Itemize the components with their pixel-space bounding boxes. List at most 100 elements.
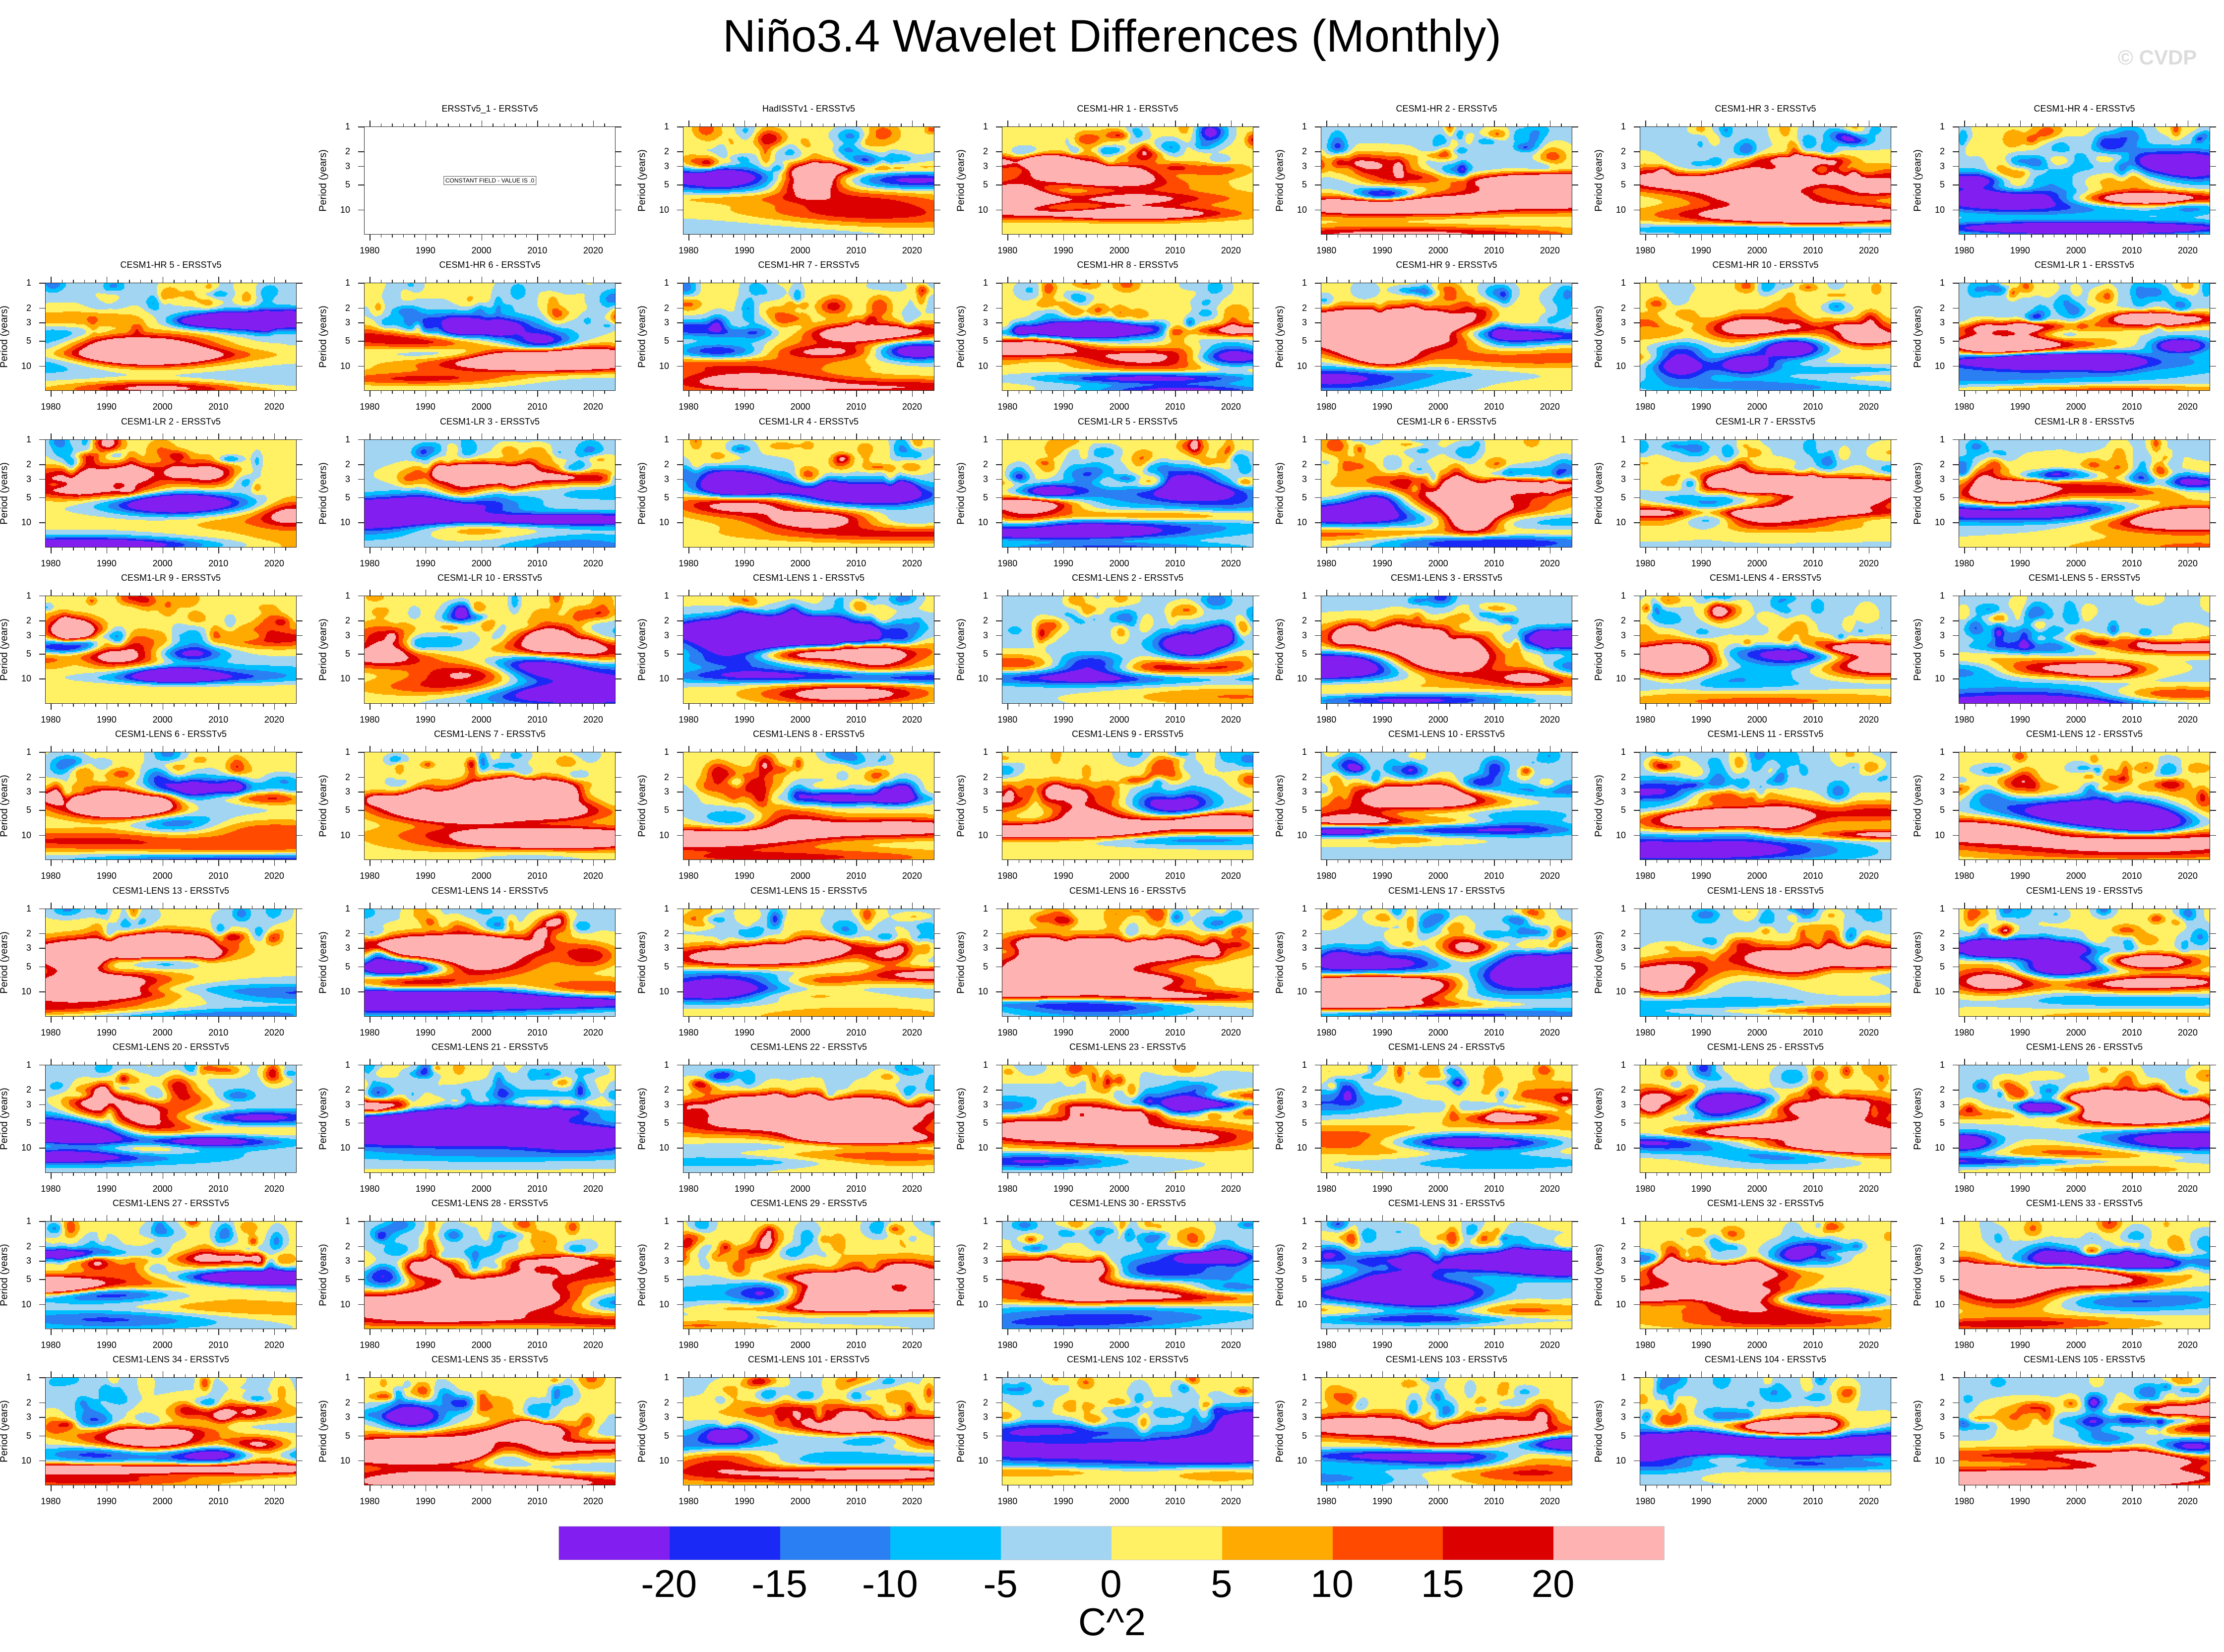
y-tick-label: 1 — [1620, 278, 1626, 288]
y-tick — [1253, 908, 1259, 909]
x-minor-tick — [470, 1374, 471, 1378]
y-tick-label: 2 — [1301, 303, 1307, 313]
x-minor-tick — [1097, 1172, 1098, 1176]
x-major-tick — [425, 1485, 427, 1492]
x-minor-tick — [526, 1172, 527, 1176]
x-minor-tick — [1130, 749, 1131, 752]
x-minor-tick — [604, 436, 605, 439]
x-tick-label: 2000 — [471, 1027, 492, 1038]
x-minor-tick — [1208, 1061, 1210, 1065]
x-minor-tick — [2176, 436, 2177, 439]
x-minor-tick — [699, 1061, 701, 1065]
x-minor-tick — [2065, 749, 2066, 752]
y-tick-label: 3 — [1301, 317, 1307, 328]
y-tick — [996, 654, 1002, 655]
y-tick — [2210, 1304, 2216, 1305]
x-minor-tick — [889, 1329, 891, 1333]
x-major-tick — [2076, 1485, 2077, 1492]
x-minor-tick — [1074, 703, 1075, 707]
x-minor-tick — [2098, 1374, 2100, 1378]
y-tick — [2210, 283, 2216, 284]
x-major-tick — [162, 277, 164, 283]
x-major-tick — [593, 391, 594, 397]
x-minor-tick — [711, 235, 712, 238]
x-minor-tick — [1052, 1172, 1053, 1176]
x-tick-label: 2020 — [1221, 714, 1241, 725]
x-minor-tick — [1846, 749, 1848, 752]
y-tick — [358, 1122, 364, 1124]
x-minor-tick — [1242, 860, 1243, 863]
x-minor-tick — [1074, 123, 1075, 126]
y-tick-label: 2 — [664, 459, 669, 470]
x-major-tick — [1494, 1485, 1495, 1492]
y-tick — [1253, 439, 1259, 440]
y-tick-label: 5 — [345, 180, 350, 190]
x-major-tick — [1007, 1371, 1008, 1378]
x-major-tick — [1119, 1485, 1120, 1492]
x-major-tick — [274, 589, 275, 596]
y-axis-label: Period (years) — [636, 1244, 648, 1306]
x-minor-tick — [1130, 235, 1131, 238]
x-minor-tick — [778, 1218, 779, 1222]
x-minor-tick — [515, 1061, 516, 1065]
y-tick — [677, 1122, 683, 1124]
wavelet-panel: CESM1-LENS 15 - ERSSTv5 1980 1990 2000 2010 2… — [637, 886, 940, 1038]
y-tick — [39, 991, 45, 992]
x-minor-tick — [699, 749, 701, 752]
x-major-tick — [1494, 1016, 1495, 1023]
x-minor-tick — [2053, 905, 2055, 909]
x-minor-tick — [1141, 1016, 1143, 1020]
x-minor-tick — [2165, 905, 2166, 909]
x-minor-tick — [923, 1016, 924, 1020]
x-minor-tick — [2087, 391, 2088, 394]
x-major-tick — [1063, 391, 1064, 397]
x-tick-label: 2020 — [1221, 1183, 1241, 1194]
x-minor-tick — [1791, 123, 1792, 126]
x-minor-tick — [448, 905, 449, 909]
x-minor-tick — [1746, 749, 1747, 752]
y-tick — [1891, 1064, 1897, 1066]
x-minor-tick — [1801, 860, 1803, 863]
y-tick — [1572, 1417, 1578, 1418]
x-minor-tick — [1349, 547, 1350, 551]
wavelet-panel: CESM1-LENS 30 - ERSSTv5 1980 1990 2000 2010 2… — [956, 1198, 1259, 1350]
x-minor-tick — [1678, 436, 1680, 439]
x-tick-label: 2020 — [902, 1340, 922, 1350]
x-minor-tick — [1746, 391, 1747, 394]
y-tick — [1891, 752, 1897, 753]
panel-title: CESM1-LENS 101 - ERSSTv5 — [747, 1354, 870, 1365]
x-minor-tick — [834, 1329, 835, 1333]
x-minor-tick — [1724, 436, 1725, 439]
x-major-tick — [106, 860, 108, 866]
x-major-tick — [1549, 1371, 1551, 1378]
x-minor-tick — [1208, 123, 1210, 126]
x-major-tick — [856, 1215, 857, 1222]
x-minor-tick — [582, 235, 583, 238]
x-minor-tick — [1505, 1485, 1506, 1489]
y-tick-label: 1 — [664, 122, 669, 131]
x-minor-tick — [2042, 547, 2043, 551]
y-tick — [1253, 810, 1259, 811]
x-minor-tick — [174, 1016, 175, 1020]
x-minor-tick — [380, 592, 382, 596]
y-tick-label: 5 — [345, 492, 350, 502]
x-major-tick — [162, 1329, 164, 1336]
y-tick-label: 1 — [26, 747, 31, 757]
x-minor-tick — [845, 1061, 846, 1065]
x-minor-tick — [459, 1329, 460, 1333]
x-major-tick — [1813, 746, 1814, 752]
y-tick — [1891, 654, 1897, 655]
y-tick — [2210, 1460, 2216, 1462]
y-tick — [1253, 933, 1259, 934]
plot-frame — [364, 908, 616, 1017]
x-minor-tick — [778, 1016, 779, 1020]
x-minor-tick — [151, 1218, 152, 1222]
x-minor-tick — [526, 703, 527, 707]
x-minor-tick — [436, 860, 437, 863]
x-minor-tick — [1539, 860, 1540, 863]
x-tick-label: 1990 — [96, 1183, 117, 1194]
y-tick — [1315, 635, 1321, 636]
plot-frame — [364, 752, 616, 860]
x-minor-tick — [1164, 905, 1165, 909]
x-minor-tick — [834, 1218, 835, 1222]
